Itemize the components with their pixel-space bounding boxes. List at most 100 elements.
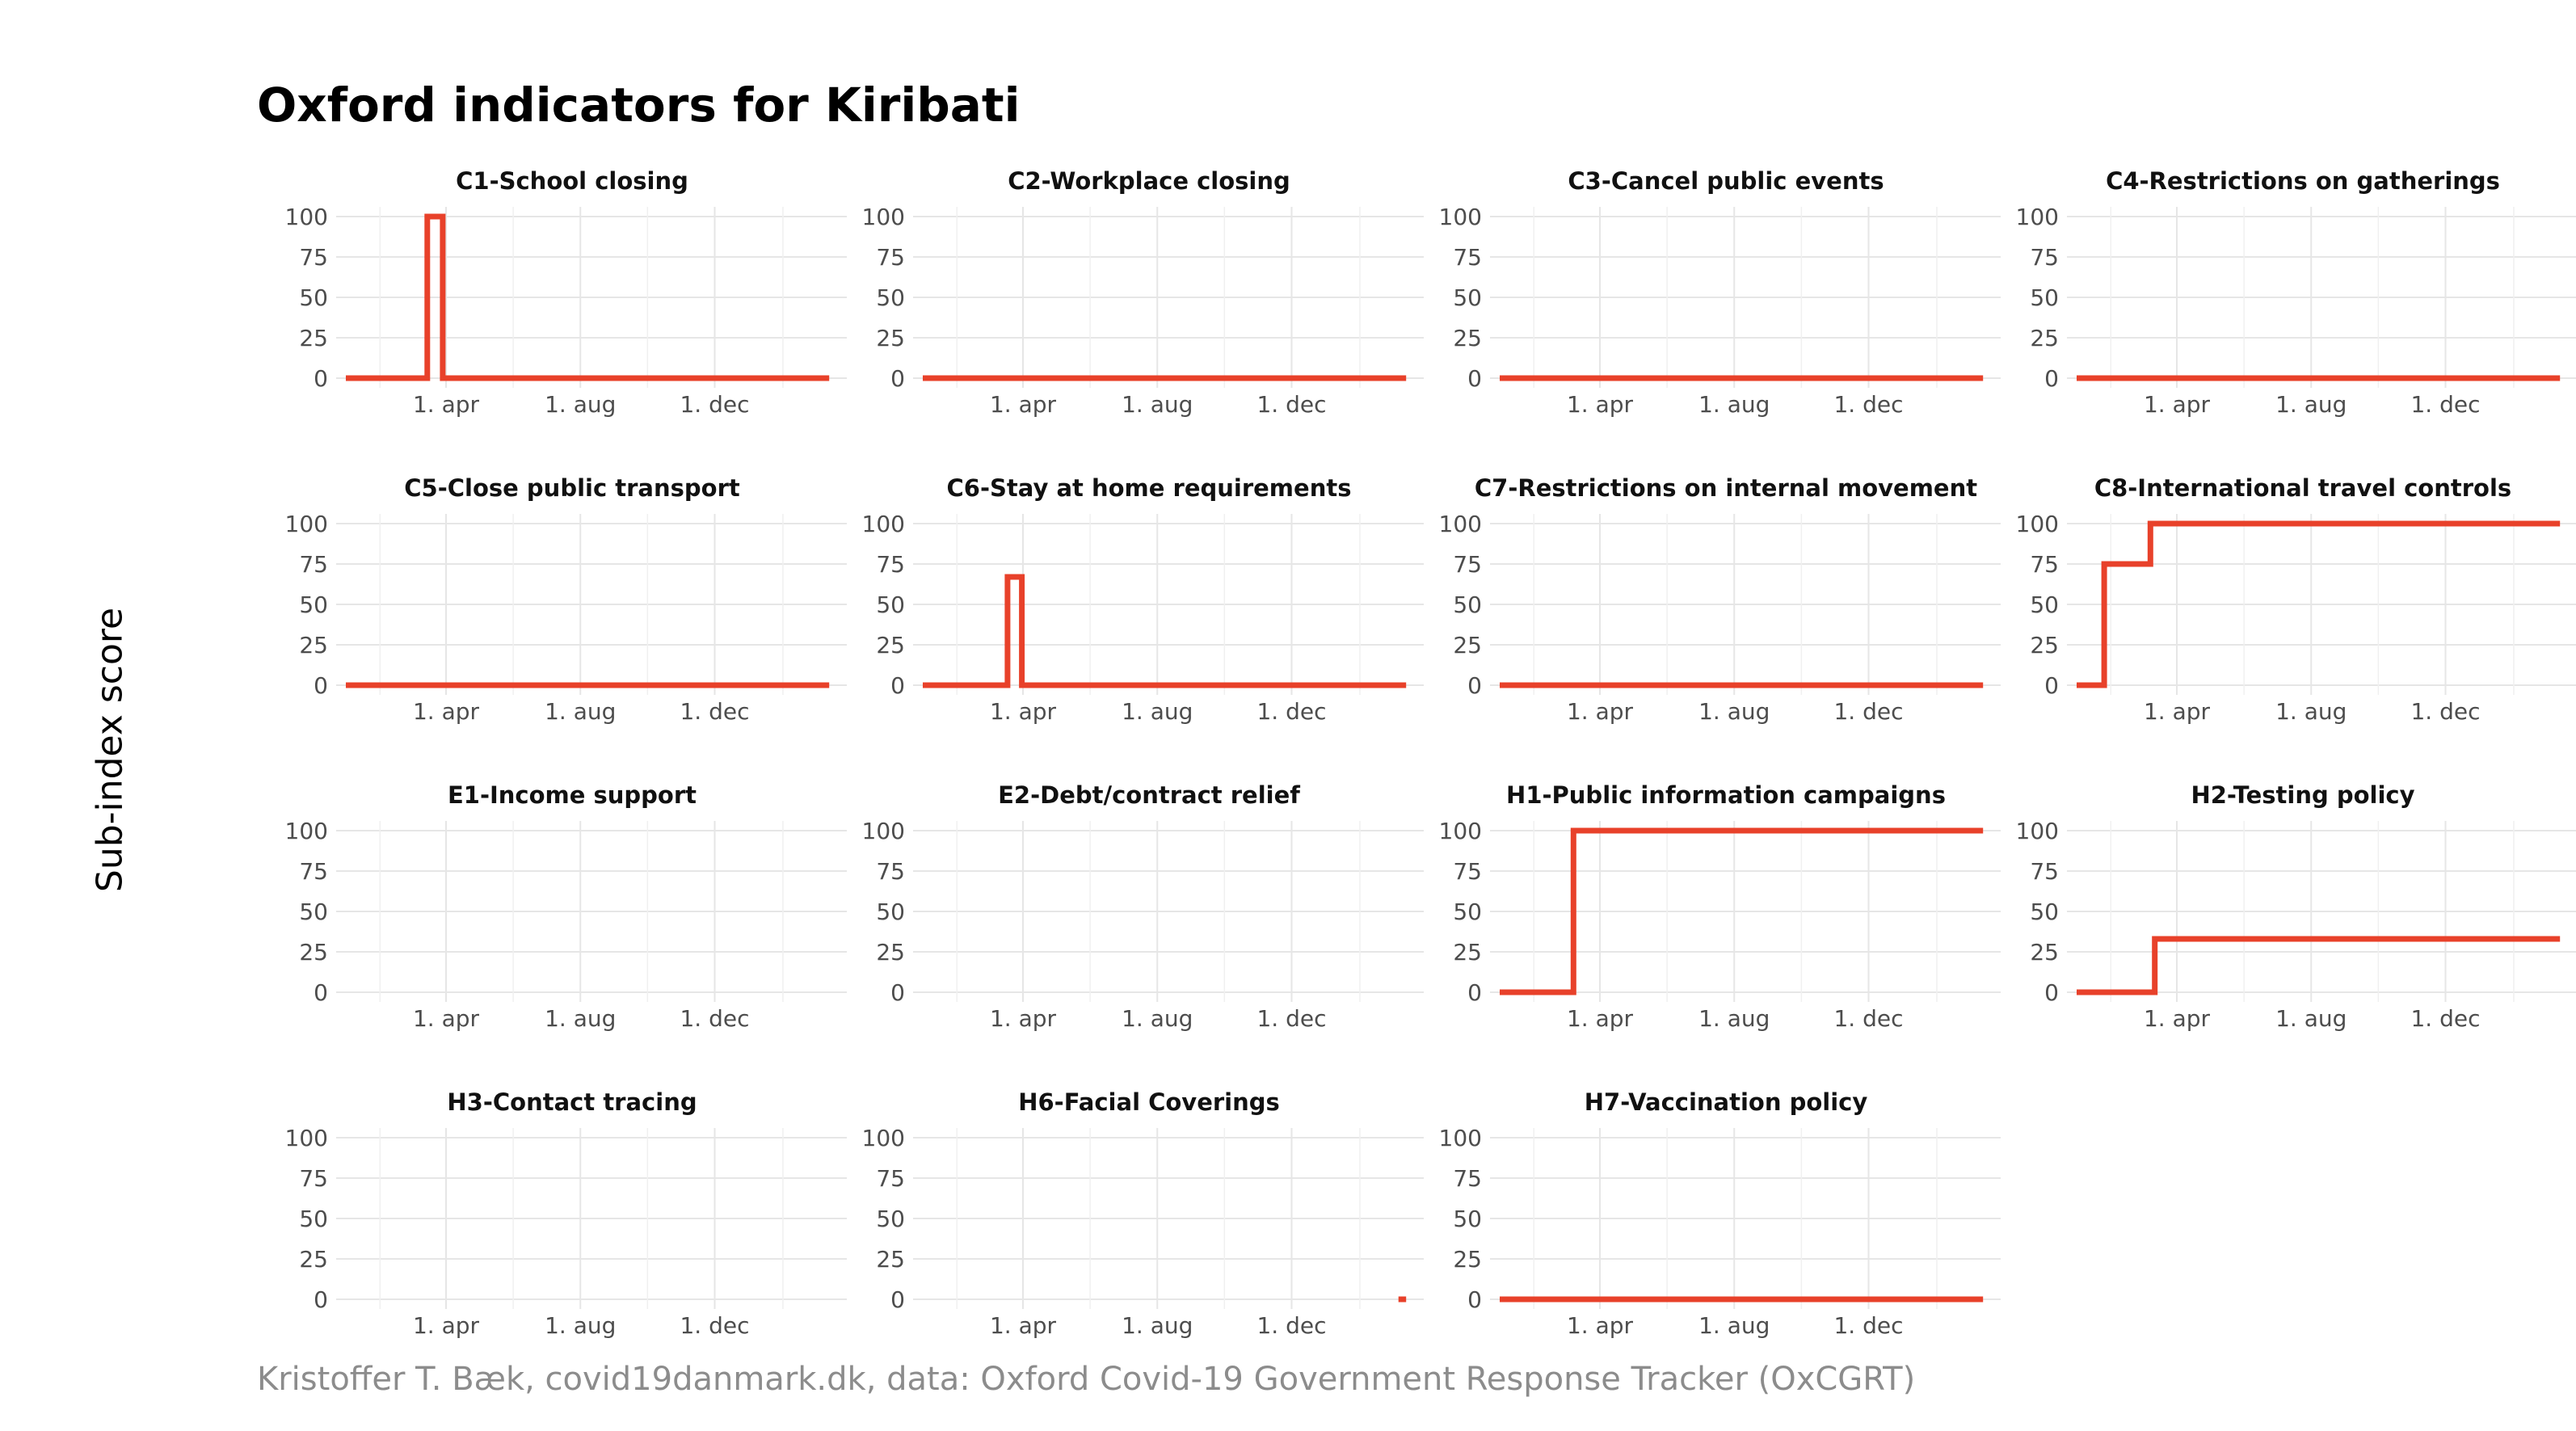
x-tick-label: 1. aug (2275, 1005, 2347, 1032)
y-tick-label: 75 (2030, 858, 2059, 885)
y-tick-label: 75 (2030, 244, 2059, 271)
x-tick-label: 1. apr (2144, 391, 2211, 418)
x-tick-label: 1. aug (545, 391, 616, 418)
x-tick-label: 1. apr (2144, 698, 2211, 725)
y-tick-label: 0 (314, 979, 328, 1006)
y-tick-label: 25 (299, 632, 328, 659)
y-tick-label: 100 (285, 818, 328, 844)
y-tick-label: 100 (2016, 511, 2059, 537)
x-tick-label: 1. apr (1567, 1312, 1634, 1339)
y-tick-label: 0 (2044, 979, 2059, 1006)
y-tick-label: 50 (1453, 899, 1482, 925)
y-tick-label: 75 (1453, 858, 1482, 885)
x-tick-label: 1. dec (2410, 391, 2480, 418)
y-tick-label: 0 (1467, 365, 1482, 392)
y-tick-label: 50 (876, 1206, 905, 1232)
x-tick-label: 1. dec (1256, 698, 1326, 725)
y-tick-label: 25 (1453, 632, 1482, 659)
panel-title: E1-Income support (448, 781, 697, 809)
y-tick-label: 25 (1453, 325, 1482, 351)
x-tick-label: 1. aug (1698, 1005, 1770, 1032)
y-tick-label: 100 (2016, 204, 2059, 230)
panel-title: H2-Testing policy (2191, 781, 2414, 809)
y-tick-label: 0 (314, 365, 328, 392)
series-line (923, 574, 1407, 688)
panel-title: C1-School closing (456, 167, 688, 195)
x-tick-label: 1. aug (1122, 1005, 1193, 1032)
y-tick-label: 0 (2044, 365, 2059, 392)
y-tick-label: 50 (2030, 284, 2059, 311)
y-tick-label: 75 (2030, 551, 2059, 578)
series-line (346, 213, 830, 381)
x-tick-label: 1. dec (2410, 698, 2480, 725)
y-tick-label: 0 (890, 979, 905, 1006)
y-tick-label: 0 (314, 1286, 328, 1313)
y-tick-label: 100 (862, 511, 905, 537)
y-tick-label: 50 (1453, 1206, 1482, 1232)
x-tick-label: 1. dec (1833, 391, 1903, 418)
x-tick-label: 1. apr (990, 698, 1057, 725)
y-tick-label: 50 (299, 899, 328, 925)
y-tick-label: 25 (876, 939, 905, 966)
y-tick-label: 100 (1439, 204, 1482, 230)
facet-panel: C2-Workplace closing 0 25 50 75 100 1. apr 1. a… (862, 167, 1424, 418)
facet-panel: C3-Cancel public events 0 25 50 75 100 1. apr 1… (1439, 167, 2001, 418)
x-tick-label: 1. dec (1833, 1005, 1903, 1032)
y-tick-label: 25 (299, 1246, 328, 1273)
facet-panel: C8-International travel controls 0 25 50 75 1… (2016, 474, 2576, 725)
y-tick-label: 25 (1453, 939, 1482, 966)
y-tick-label: 75 (299, 244, 328, 271)
series-line (2077, 520, 2561, 688)
y-tick-label: 75 (299, 858, 328, 885)
x-tick-label: 1. dec (680, 1312, 749, 1339)
y-tick-label: 50 (299, 1206, 328, 1232)
panel-title: H6-Facial Coverings (1018, 1088, 1280, 1116)
panel-title: C3-Cancel public events (1568, 167, 1884, 195)
facet-panel: C1-School closing 0 25 50 75 100 1. apr 1. aug 1… (285, 167, 847, 418)
y-tick-label: 75 (876, 551, 905, 578)
y-tick-label: 0 (1467, 979, 1482, 1006)
x-tick-label: 1. aug (1122, 391, 1193, 418)
facet-panel: C7-Restrictions on internal movement 0 25 5… (1439, 474, 2001, 725)
x-tick-label: 1. apr (413, 1312, 480, 1339)
facet-panel: C5-Close public transport 0 25 50 75 100 1. ap… (285, 474, 847, 725)
y-tick-label: 0 (1467, 672, 1482, 699)
series-line (2077, 936, 2561, 995)
facet-panel: E2-Debt/contract relief 0 25 50 75 100 1. apr 1… (862, 781, 1424, 1032)
x-tick-label: 1. aug (545, 1312, 616, 1339)
y-tick-label: 75 (1453, 551, 1482, 578)
y-tick-label: 100 (2016, 818, 2059, 844)
facet-panel: C6-Stay at home requirements 0 25 50 75 100 1.… (862, 474, 1424, 725)
y-tick-label: 25 (299, 939, 328, 966)
y-tick-label: 50 (299, 284, 328, 311)
x-tick-label: 1. dec (680, 698, 749, 725)
facet-panel: E1-Income support 0 25 50 75 100 1. apr 1. aug 1… (285, 781, 847, 1032)
x-tick-label: 1. dec (1256, 1312, 1326, 1339)
y-tick-label: 25 (2030, 939, 2059, 966)
y-tick-label: 0 (2044, 672, 2059, 699)
y-tick-label: 100 (285, 1125, 328, 1151)
x-tick-label: 1. apr (990, 1312, 1057, 1339)
y-tick-label: 50 (2030, 899, 2059, 925)
x-tick-label: 1. aug (1698, 391, 1770, 418)
x-tick-label: 1. aug (1698, 1312, 1770, 1339)
y-tick-label: 0 (314, 672, 328, 699)
y-tick-label: 0 (1467, 1286, 1482, 1313)
panel-title: H3-Contact tracing (447, 1088, 697, 1116)
x-tick-label: 1. apr (413, 698, 480, 725)
panel-title: E2-Debt/contract relief (998, 781, 1300, 809)
y-tick-label: 50 (299, 591, 328, 618)
panel-title: H7-Vaccination policy (1585, 1088, 1868, 1116)
panel-title: C4-Restrictions on gatherings (2106, 167, 2500, 195)
y-tick-label: 50 (876, 899, 905, 925)
facet-panel: H3-Contact tracing 0 25 50 75 100 1. apr 1. aug… (285, 1088, 847, 1339)
x-tick-label: 1. aug (545, 1005, 616, 1032)
panel-title: C5-Close public transport (404, 474, 740, 502)
y-tick-label: 50 (1453, 284, 1482, 311)
y-tick-label: 75 (1453, 1165, 1482, 1192)
y-tick-label: 100 (285, 511, 328, 537)
panel-title: C8-International travel controls (2094, 474, 2511, 502)
panel-title: C2-Workplace closing (1008, 167, 1290, 195)
x-tick-label: 1. aug (545, 698, 616, 725)
